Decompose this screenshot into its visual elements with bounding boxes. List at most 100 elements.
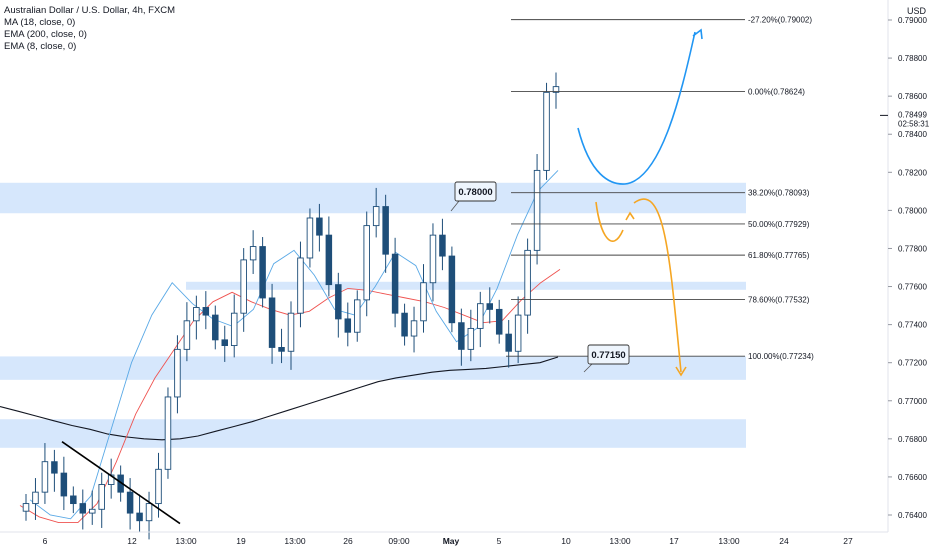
candle-body-28 — [287, 312, 295, 352]
candle-body-16 — [174, 348, 181, 398]
candle-body-26 — [268, 297, 276, 348]
time-tick-4: 13:00 — [284, 536, 306, 546]
time-tick-11: 17 — [669, 536, 679, 546]
candle-body-51 — [505, 333, 512, 352]
callout-box-1 — [587, 344, 630, 365]
candle-body-27 — [278, 347, 285, 352]
fib-label-4: 61.80%(0.77765) — [748, 251, 810, 260]
fib-label-3: 50.00%(0.77929) — [748, 220, 810, 229]
price-tick-10: 0.77000 — [898, 397, 927, 406]
fib-label-6: 100.00%(0.77234) — [748, 352, 814, 361]
time-tick-10: 13:00 — [609, 536, 631, 546]
candle-body-4 — [60, 472, 68, 497]
candle-body-2 — [41, 461, 49, 493]
candle-body-13 — [145, 503, 153, 522]
price-axis: 0.79000 0.78800 0.78600 0.78400 0.78200 0.780… — [880, 0, 932, 532]
chart-legend: Australian Dollar / U.S. Dollar, 4h, FXC… — [4, 5, 175, 53]
orange-path-dip — [595, 201, 624, 242]
time-tick-1: 12 — [127, 536, 137, 546]
orange-arrowhead-down — [675, 366, 687, 377]
candle-body-45 — [448, 255, 456, 324]
price-tick-1: 0.78800 — [898, 54, 927, 63]
zone-1 — [186, 281, 746, 290]
candle-body-25 — [259, 246, 266, 299]
candle-body-42 — [420, 282, 427, 322]
price-tick-2: 0.78600 — [898, 92, 927, 101]
candle-body-41 — [410, 320, 418, 337]
candle-body-8 — [98, 484, 105, 510]
indicator-ma18: MA (18, close, 0) — [4, 17, 76, 28]
candle-body-1 — [32, 491, 39, 505]
candle-body-30 — [306, 217, 314, 259]
support-resistance-zones — [0, 182, 746, 448]
candle-body-49 — [486, 303, 494, 310]
time-tick-14: 27 — [843, 536, 853, 546]
price-tick-5: 0.78000 — [898, 206, 927, 215]
candle-body-56 — [552, 86, 560, 93]
candle-body-11 — [126, 491, 134, 514]
price-tick-11: 0.76800 — [898, 435, 927, 444]
price-tick-12: 0.76600 — [898, 473, 927, 482]
price-tick-0: 0.79000 — [898, 16, 927, 25]
candle-body-15 — [164, 396, 172, 470]
indicator-ema8: EMA (8, close, 0) — [4, 41, 77, 52]
candle-body-20 — [212, 314, 219, 341]
candle-body-34 — [344, 318, 352, 333]
time-tick-8: 5 — [497, 536, 502, 546]
price-callouts: 0.78000 0.77150 — [450, 181, 630, 373]
last-price-label: 0.78499 — [898, 110, 927, 119]
candle-body-47 — [467, 327, 475, 350]
orange-path-drop — [633, 198, 682, 373]
ema200-line — [0, 356, 559, 441]
candle-body-19 — [202, 307, 210, 316]
price-tick-4: 0.78200 — [898, 168, 927, 177]
candle-body-3 — [51, 461, 58, 474]
time-tick-7: May — [443, 536, 460, 546]
fib-label-2: 38.20%(0.78093) — [748, 189, 810, 198]
last-price-box — [892, 108, 932, 131]
callout-pointer-1 — [583, 363, 593, 373]
candle-body-32 — [325, 234, 333, 286]
candle-body-54 — [533, 169, 541, 251]
candle-body-7 — [88, 508, 96, 514]
price-tick-8: 0.77400 — [898, 321, 927, 330]
candle-body-33 — [335, 284, 342, 320]
candle-body-39 — [391, 253, 399, 314]
time-tick-3: 19 — [236, 536, 246, 546]
candle-body-52 — [514, 314, 522, 352]
candle-body-37 — [372, 206, 380, 227]
candle-body-22 — [230, 312, 238, 347]
fib-label-5: 78.60%(0.77532) — [748, 295, 810, 304]
indicator-ema200: EMA (200, close, 0) — [4, 29, 87, 40]
candle-body-35 — [354, 299, 361, 333]
time-tick-5: 26 — [343, 536, 353, 546]
candle-body-46 — [458, 322, 465, 350]
candle-body-6 — [79, 503, 87, 514]
candle-body-29 — [297, 257, 304, 314]
zone-2 — [0, 356, 746, 380]
callout-label-1: 0.77150 — [591, 350, 625, 361]
price-tick-6: 0.77800 — [898, 244, 927, 253]
candle-body-40 — [401, 312, 408, 337]
orange-arrowhead-up — [625, 211, 635, 221]
candle-body-50 — [495, 308, 503, 335]
callout-box-0 — [454, 181, 497, 202]
candle-body-14 — [155, 468, 162, 505]
candle-body-0 — [22, 503, 30, 512]
fib-label-1: 0.00%(0.78624) — [748, 88, 805, 97]
trendline — [61, 441, 181, 525]
currency-label: USD — [906, 6, 926, 16]
price-tick-7: 0.77600 — [898, 283, 927, 292]
callout-pointer-0 — [450, 200, 460, 212]
fib-label-0: -27.20%(0.79002) — [748, 16, 812, 25]
projection-paths — [577, 28, 703, 377]
candle-body-17 — [183, 320, 191, 350]
ema200-series — [0, 356, 559, 441]
candle-body-24 — [249, 246, 257, 261]
bullish-arrowhead — [692, 28, 703, 40]
candle-body-48 — [477, 303, 484, 329]
candle-body-5 — [70, 495, 77, 505]
symbol-title: Australian Dollar / U.S. Dollar, 4h, FXC… — [4, 5, 176, 16]
candle-body-55 — [543, 91, 550, 171]
